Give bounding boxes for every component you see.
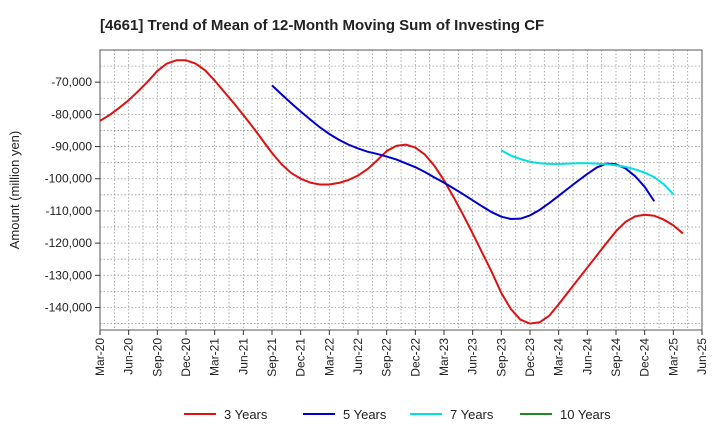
- x-tick-label: Sep-21: [265, 338, 279, 377]
- x-tick-label: Dec-20: [179, 338, 193, 377]
- y-tick-label: -130,000: [45, 268, 93, 282]
- x-tick-label: Dec-22: [408, 338, 422, 377]
- series-line-3-years: [99, 59, 684, 325]
- legend-label-7-years: 7 Years: [450, 407, 494, 422]
- x-tick-label: Sep-22: [380, 338, 394, 377]
- x-tick-label: Dec-24: [638, 338, 652, 377]
- y-tick-label: -70,000: [51, 75, 92, 89]
- x-tick-label: Mar-23: [437, 338, 451, 376]
- x-tick-label: Jun-24: [580, 338, 594, 375]
- series-line-7-years: [500, 149, 675, 195]
- y-tick-label: -110,000: [46, 204, 93, 218]
- y-tick-label: -120,000: [45, 236, 93, 250]
- x-tick-label: Dec-23: [523, 338, 537, 377]
- x-tick-label: Jun-23: [466, 338, 480, 375]
- x-tick-label: Mar-22: [322, 338, 336, 376]
- plot-area-frame: [99, 49, 703, 331]
- series-lines: [99, 59, 684, 325]
- y-tick-label: -140,000: [45, 300, 93, 314]
- x-tick-label: Mar-20: [93, 338, 107, 376]
- x-tick-label: Jun-25: [695, 338, 709, 375]
- y-tick-label: -80,000: [51, 107, 92, 121]
- y-tick-label: -90,000: [51, 140, 92, 154]
- chart-title: [4661] Trend of Mean of 12-Month Moving …: [100, 17, 544, 34]
- legend-label-5-years: 5 Years: [343, 407, 387, 422]
- x-tick-label: Sep-24: [609, 338, 623, 377]
- y-axis: -70,000 -80,000 -90,000 -100,000 -110,000 -12…: [45, 75, 100, 314]
- x-tick-label: Jun-21: [236, 338, 250, 375]
- y-axis-label: Amount (million yen): [7, 131, 22, 250]
- x-tick-label: Mar-25: [666, 338, 680, 376]
- x-tick-label: Jun-22: [351, 338, 365, 375]
- x-tick-label: Sep-23: [494, 338, 508, 377]
- legend-label-10-years: 10 Years: [560, 407, 611, 422]
- x-axis: Mar-20 Jun-20 Sep-20 Dec-20 Mar-21 Jun-21 Sep-…: [93, 330, 709, 377]
- x-tick-label: Dec-21: [294, 338, 308, 377]
- x-tick-label: Jun-20: [122, 338, 136, 375]
- y-tick-label: -100,000: [45, 172, 93, 186]
- x-tick-label: Sep-20: [150, 338, 164, 377]
- x-tick-label: Mar-24: [552, 338, 566, 376]
- legend-label-3-years: 3 Years: [224, 407, 268, 422]
- legend: 3 Years 5 Years 7 Years 10 Years: [184, 407, 611, 422]
- x-tick-label: Mar-21: [208, 338, 222, 376]
- series-line-5-years: [271, 84, 656, 220]
- grid: [100, 50, 702, 330]
